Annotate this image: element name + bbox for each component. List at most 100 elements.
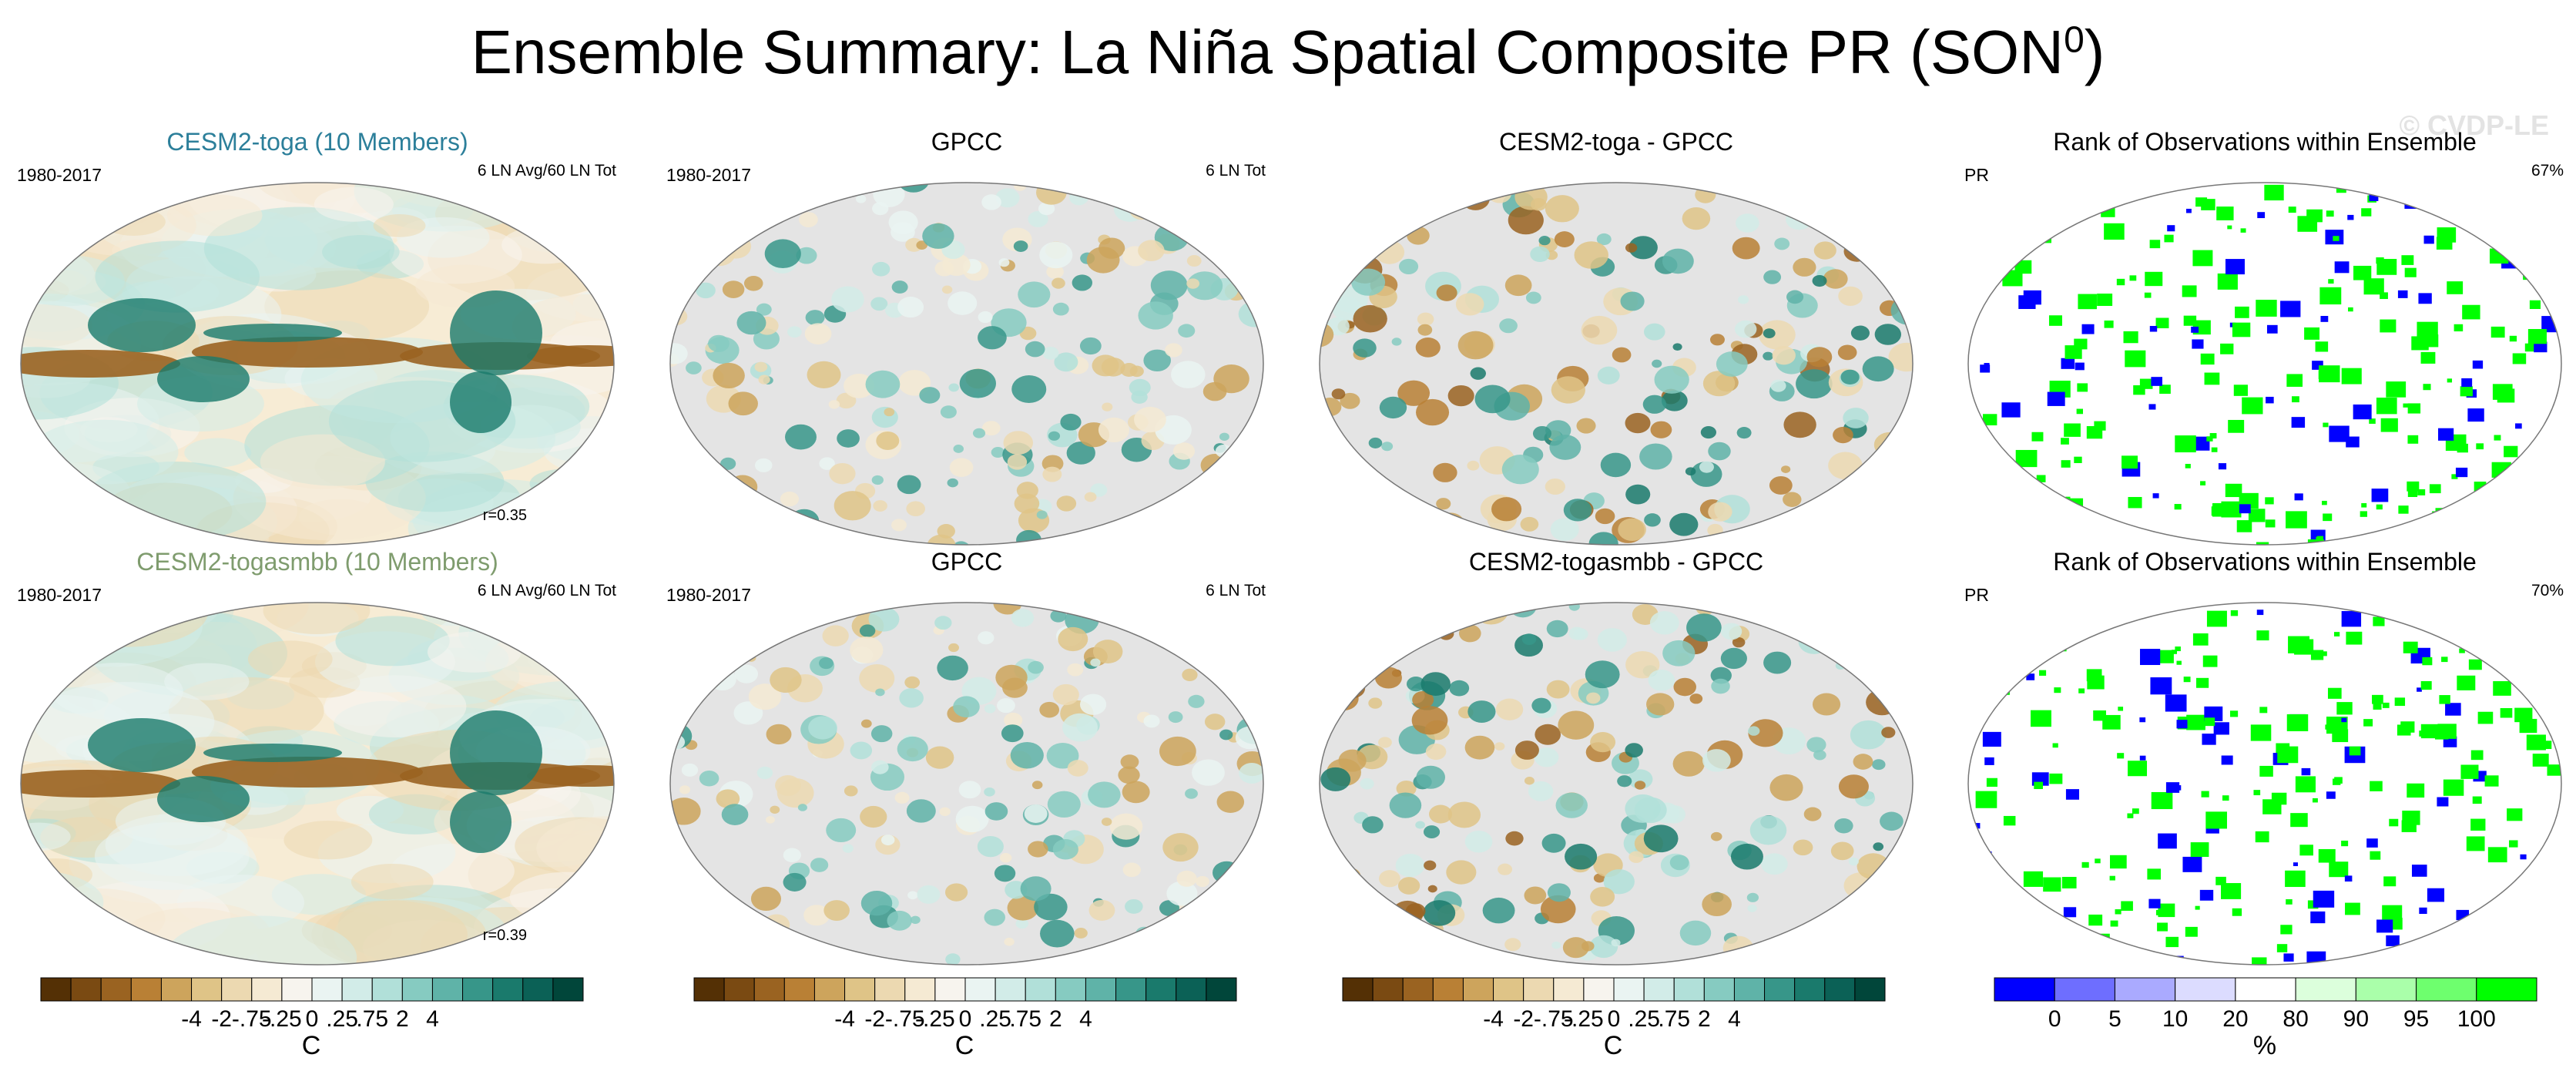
rank-cell [2388,967,2395,969]
land-anomaly [1732,637,1746,648]
rank-cell [2038,232,2051,243]
rank-cell [2417,687,2422,692]
rank-cell [2074,338,2088,350]
land-anomaly [1015,918,1028,929]
land-anomaly [693,616,726,642]
rank-cell [1971,855,1981,863]
land-anomaly [1245,229,1263,245]
land-anomaly [803,905,830,926]
land-anomaly [713,362,745,389]
land-anomaly [1321,882,1331,891]
land-anomaly [1650,421,1672,438]
land-anomaly [1581,315,1618,345]
land-anomaly [1120,754,1139,770]
rank-cell [2259,765,2273,777]
rank-cell [2286,374,2303,387]
anomaly-blob [283,821,373,860]
land-anomaly [1178,324,1196,338]
land-anomaly [1732,237,1760,260]
land-anomaly [1853,207,1873,223]
colorbar-swatch [1994,977,2055,1002]
rank-cell [2363,278,2384,295]
rank-cell [2376,398,2397,415]
land-anomaly [670,699,692,723]
land-anomaly [1661,390,1688,411]
rank-cell [2265,497,2274,505]
rank-cell [2370,851,2381,860]
rank-cell [2341,717,2347,723]
land-anomaly [804,323,832,345]
rank-cell [1978,527,1990,537]
land-anomaly [1525,291,1541,304]
land-anomaly [1708,502,1732,522]
land-anomaly [670,721,679,733]
rank-cell [2530,737,2536,742]
rank-cell [2386,381,2407,398]
rank-cell [2460,386,2473,397]
land-anomaly [1416,398,1450,426]
land-anomaly [1031,781,1043,790]
land-anomaly [1339,868,1361,885]
anomaly-blob [373,214,426,237]
rank-cell [2400,721,2415,733]
colorbar-swatches [693,977,1237,1002]
colorbar-swatch [2054,977,2115,1002]
colorbar-tick-label: 10 [2162,1006,2189,1032]
land-anomaly [1783,492,1802,507]
land-anomaly [1882,886,1913,914]
land-anomaly [1877,502,1896,517]
colorbar-tick-label: 5 [2108,1006,2122,1032]
colorbar-swatch [1145,977,1177,1002]
land-anomaly [1411,706,1448,735]
rank-cell [2451,474,2458,479]
rank-cell [2028,636,2045,650]
land-anomaly [1885,898,1912,919]
land-anomaly [1874,324,1901,345]
colorbar-swatch [1342,977,1374,1002]
rank-cell [2023,290,2041,305]
land-anomaly [1341,488,1357,500]
land-anomaly [1689,693,1703,704]
anomaly-blob [525,183,614,227]
land-anomaly [1508,206,1544,235]
land-anomaly [1550,518,1579,541]
composite-label: 6 LN Tot [1206,162,1266,180]
rank-cell [2436,237,2453,250]
colorbar-swatch [1432,977,1464,1002]
rank-cell [2227,225,2232,230]
land-anomaly [799,212,818,227]
map-outline [669,182,1264,546]
land-anomaly [1323,874,1344,890]
rank-cell [2470,515,2485,527]
land-anomaly [1084,492,1097,502]
land-anomaly [1066,441,1095,465]
rank-cell [1982,731,2001,747]
land-anomaly [743,275,763,291]
anomaly-blob [21,224,72,252]
colorbar-swatch [995,977,1026,1002]
land-anomaly [732,951,762,965]
land-anomaly [1769,774,1803,801]
land-anomaly [1482,897,1515,924]
rank-cell [2527,939,2538,948]
land-anomaly [1191,627,1224,654]
map-outline [20,182,615,546]
rank-cell [1984,757,1994,765]
rank-cell [2217,273,2238,290]
land-anomaly [1138,240,1165,262]
rank-cell [2078,294,2097,310]
rank-cell [2127,813,2134,818]
land-anomaly [870,725,893,743]
rank-cell [2467,408,2484,422]
land-anomaly [1716,351,1748,377]
land-anomaly [713,517,744,543]
land-anomaly [1425,743,1447,761]
map-panel: CESM2-toga (10 Members) 1980-2017 6 LN Avg… [9,123,626,546]
rank-cell [2195,197,2208,207]
land-anomaly [1162,833,1199,862]
land-anomaly [1862,356,1894,382]
colorbar-tick-label: -4 [834,1006,855,1032]
land-anomaly [855,194,867,203]
rank-cell [2030,929,2047,942]
map-panel: GPCC 1980-2017 6 LN Tot [659,123,1275,546]
